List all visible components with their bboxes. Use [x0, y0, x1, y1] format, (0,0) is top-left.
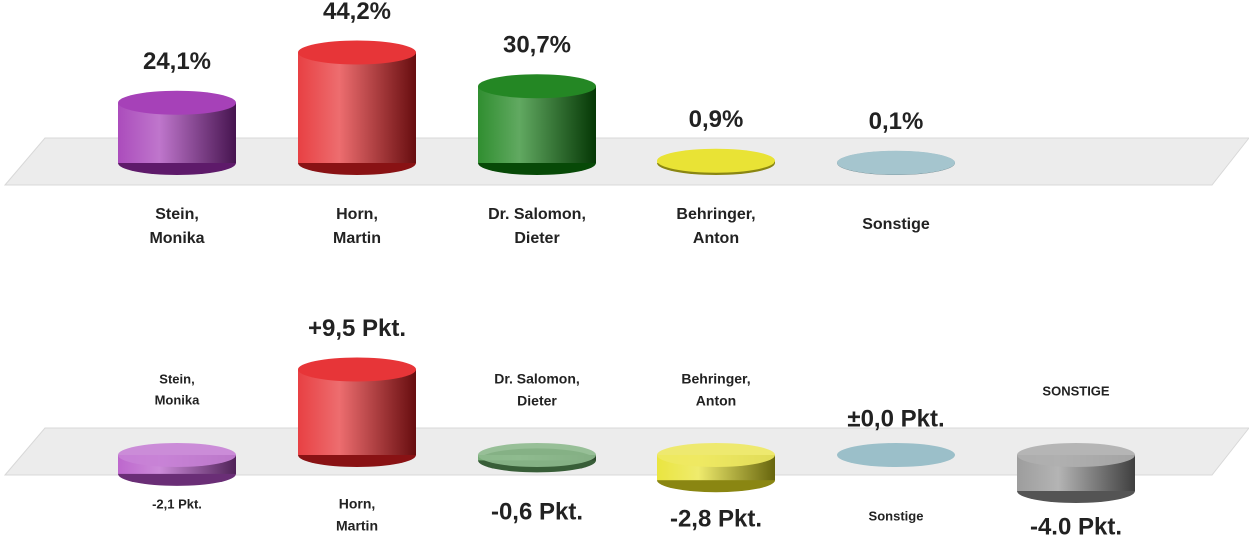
cylinder-top [837, 443, 955, 467]
category-label: Stein, [159, 371, 194, 386]
cylinder-body [298, 52, 416, 163]
value-label: -4.0 Pkt. [1030, 513, 1122, 540]
category-label: Monika [149, 230, 204, 247]
value-label: 24,1% [143, 48, 211, 75]
cylinder-top [298, 40, 416, 65]
category-label: Dr. Salomon, [488, 206, 586, 223]
value-label: -2,1 Pkt. [152, 496, 202, 511]
category-label: Horn, [339, 496, 376, 512]
cylinder [478, 74, 596, 175]
category-label: SONSTIGE [1042, 383, 1110, 398]
category-label: Anton [693, 230, 739, 247]
cylinder-top [118, 443, 236, 467]
category-label: Behringer, [681, 371, 750, 387]
cylinder [657, 148, 775, 175]
category-label: Dr. Salomon, [494, 371, 580, 387]
category-label: Behringer, [676, 206, 755, 223]
cylinder-top [837, 150, 955, 175]
cylinder [298, 40, 416, 175]
cylinder [837, 150, 955, 175]
category-label: Anton [696, 393, 736, 409]
cylinder [837, 443, 955, 467]
category-label: Martin [336, 518, 378, 534]
category-label: Martin [333, 230, 381, 247]
value-label: -2,8 Pkt. [670, 505, 762, 532]
category-label: Monika [155, 392, 201, 407]
cylinder-top [1017, 443, 1135, 467]
value-label: 44,2% [323, 0, 391, 25]
value-label: 0,9% [689, 106, 744, 133]
cylinder-body [478, 86, 596, 163]
cylinder-body [298, 369, 416, 455]
cylinder [657, 443, 775, 493]
cylinder-top [478, 443, 596, 467]
value-label: 30,7% [503, 32, 571, 59]
cylinder-top [657, 443, 775, 467]
category-label: Dieter [517, 393, 557, 409]
cylinder [118, 443, 236, 486]
cylinder [298, 357, 416, 467]
value-label: 0,1% [869, 108, 924, 135]
category-label: Sonstige [862, 216, 930, 233]
cylinder-top [478, 74, 596, 99]
category-label: Stein, [155, 206, 199, 223]
value-label: -0,6 Pkt. [491, 498, 583, 525]
category-label: Sonstige [869, 508, 924, 523]
cylinder [1017, 443, 1135, 503]
value-label: +9,5 Pkt. [308, 315, 406, 342]
value-label: ±0,0 Pkt. [847, 405, 944, 432]
cylinder-top [657, 148, 775, 173]
cylinder [478, 443, 596, 473]
cylinder-top [118, 90, 236, 115]
cylinder [118, 90, 236, 175]
cylinder-top [298, 357, 416, 382]
category-label: Horn, [336, 206, 378, 223]
category-label: Dieter [514, 230, 559, 247]
